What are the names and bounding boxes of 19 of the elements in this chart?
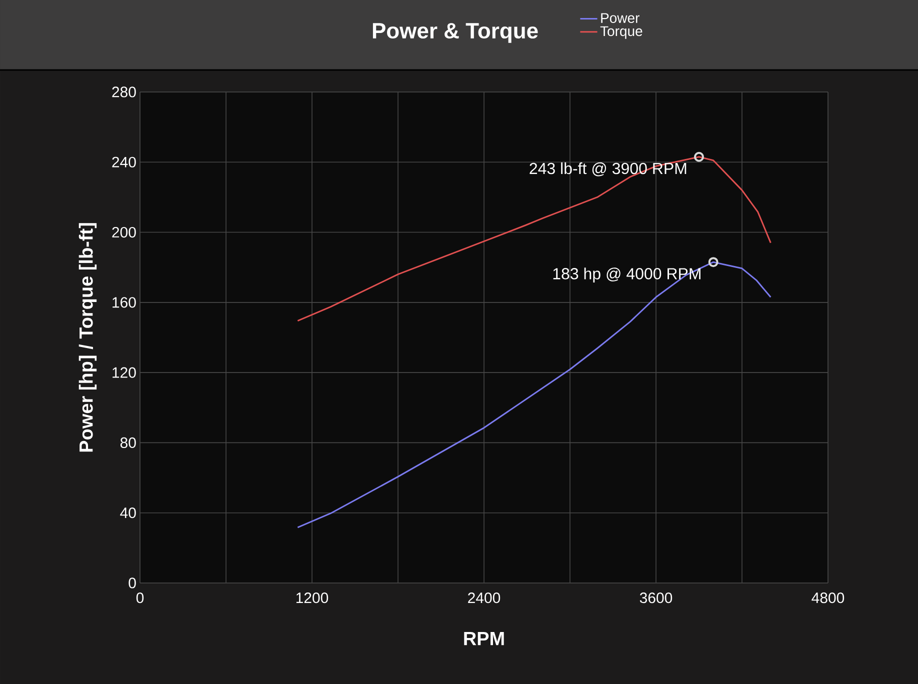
y-tick-label: 200	[112, 226, 136, 238]
x-tick-label: 4800	[812, 592, 844, 604]
y-tick-label: 40	[120, 508, 136, 518]
x-tick-label: 0	[136, 592, 144, 604]
x-tick-label: 2400	[468, 592, 500, 604]
y-tick-label: 80	[120, 437, 136, 448]
annotation: 243 lb-ft @ 3900 RPM	[530, 162, 686, 176]
x-tick-label: 1200	[296, 592, 328, 604]
y-axis-title: Power [hp] / Torque [lb-ft]	[78, 223, 97, 452]
y-tick-label: 120	[112, 367, 136, 378]
y-tick-label: 280	[112, 86, 136, 98]
y-tick-label: 240	[112, 156, 136, 168]
legend-label: Torque	[600, 26, 642, 39]
x-axis-title: RPM	[464, 632, 504, 646]
x-tick-label: 3600	[640, 592, 672, 604]
y-tick-label: 0	[128, 578, 136, 588]
y-tick-label: 160	[112, 297, 136, 308]
legend-label: Power	[601, 13, 640, 23]
chart-title: Power & Torque	[372, 23, 538, 43]
